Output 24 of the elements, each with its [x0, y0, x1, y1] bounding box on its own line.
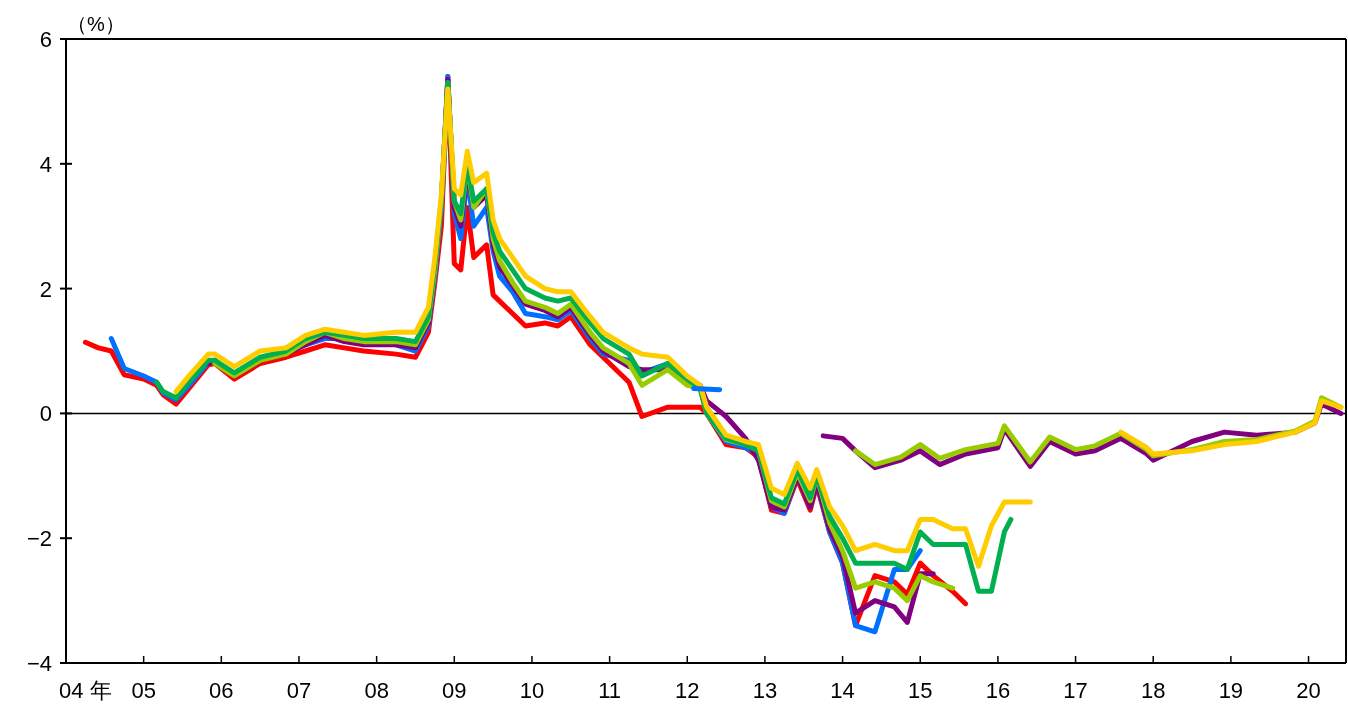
x-tick-label: 15 [908, 678, 933, 703]
x-tick-label: 14 [830, 678, 855, 703]
y-tick-label: −4 [26, 651, 52, 676]
x-tick-label: 16 [985, 678, 1011, 703]
x-tick-label: 18 [1140, 678, 1166, 703]
y-tick-label: 0 [39, 401, 52, 427]
x-tick-label: 04 年 [59, 678, 112, 703]
x-tick-label: 19 [1218, 678, 1244, 703]
x-tick-label: 12 [675, 678, 700, 703]
x-tick-label: 06 [209, 678, 234, 703]
x-tick-label: 13 [752, 678, 778, 703]
x-tick-label: 17 [1063, 678, 1088, 703]
y-tick-label: 4 [39, 151, 52, 177]
x-tick-label: 08 [364, 678, 389, 703]
x-tick-label: 07 [286, 678, 312, 703]
x-tick-label: 20 [1296, 678, 1321, 703]
x-tick-label: 10 [519, 678, 545, 703]
x-tick-label: 09 [442, 678, 467, 703]
y-tick-label: 6 [39, 27, 52, 52]
y-tick-label: −2 [26, 526, 52, 552]
y-axis-title: （%） [67, 13, 125, 35]
x-tick-label: 11 [598, 678, 622, 703]
x-tick-label: 05 [131, 678, 156, 703]
y-tick-label: 2 [39, 276, 52, 302]
